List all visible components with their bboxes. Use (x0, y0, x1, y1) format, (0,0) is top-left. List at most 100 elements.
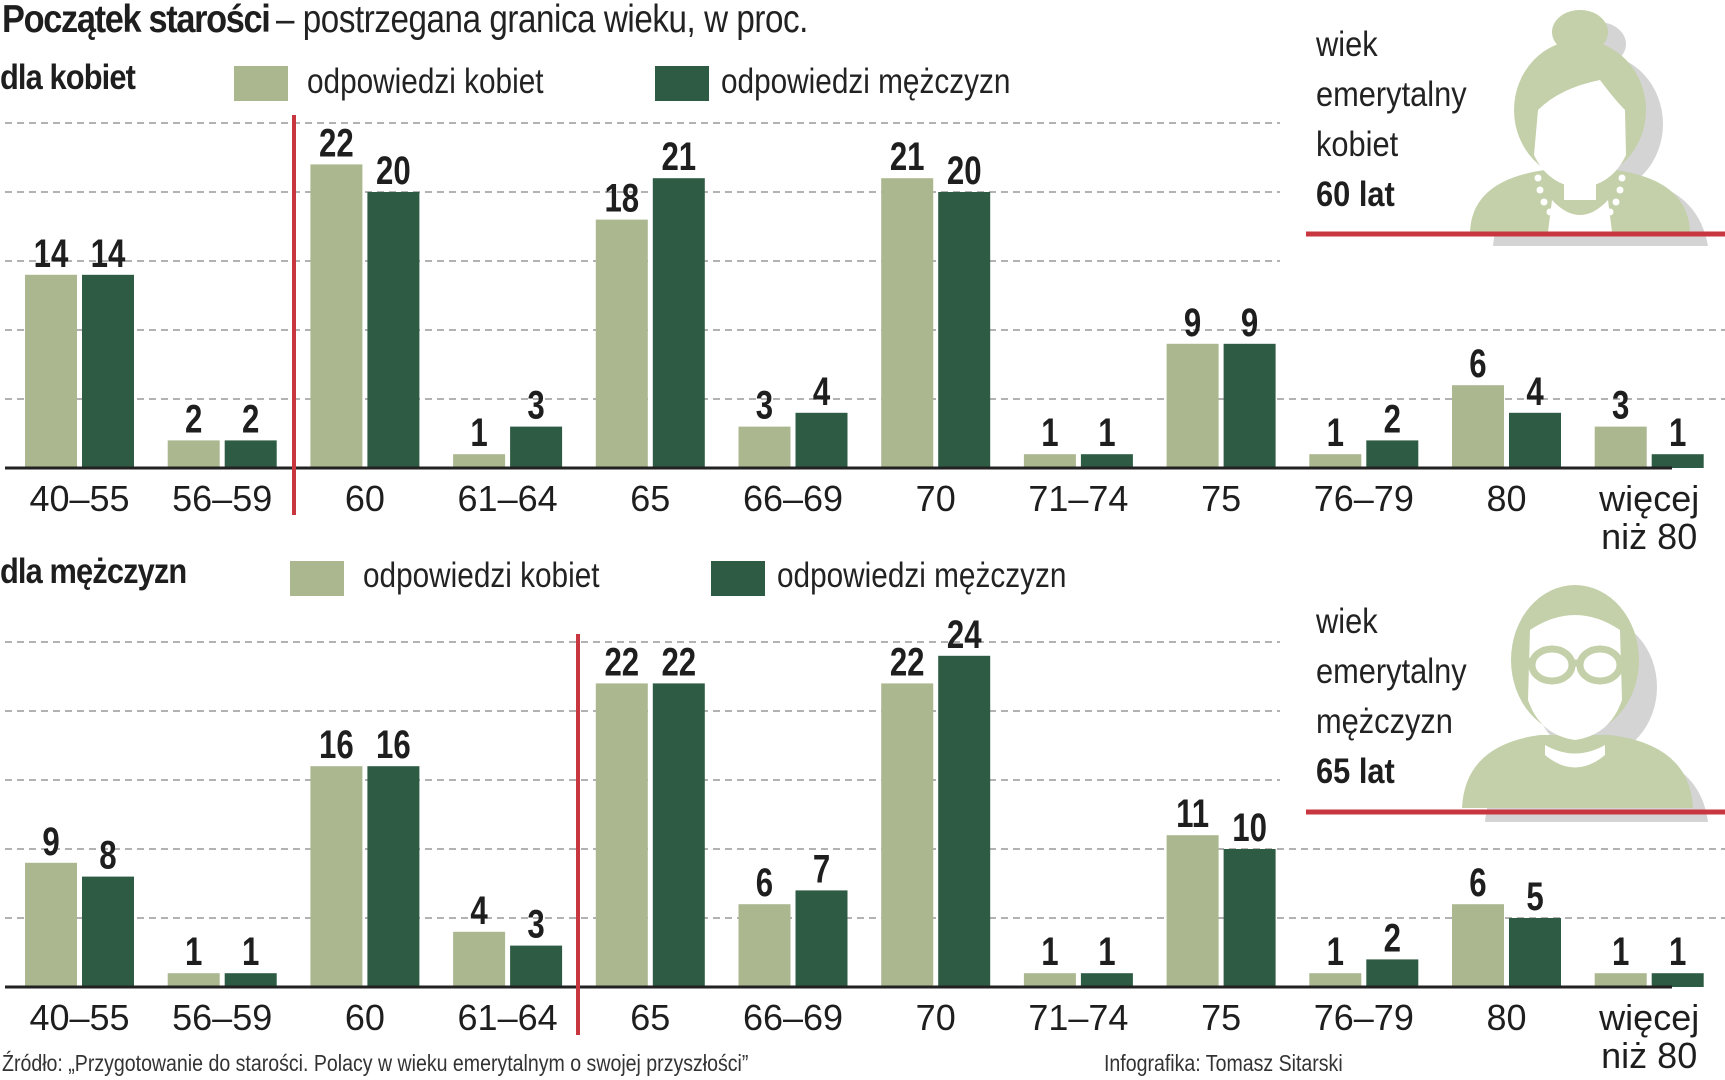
data-label: 2 (1384, 916, 1401, 961)
glasses (1519, 645, 1633, 685)
data-label: 20 (376, 148, 411, 193)
data-label: 2 (185, 397, 202, 442)
data-label: 1 (470, 411, 487, 456)
bar-women-answers (310, 766, 363, 987)
category-label: 70 (916, 478, 956, 519)
legend-label-men: odpowiedzi mężczyzn (721, 62, 1011, 101)
bar-women-answers (1452, 385, 1504, 468)
info-women-value: 60 lat (1316, 175, 1395, 214)
chart-1-title: dla kobiet (0, 58, 136, 97)
data-label: 14 (91, 231, 126, 276)
category-label: 60 (345, 997, 385, 1038)
data-label: 16 (376, 723, 411, 768)
category-label: 76–79 (1314, 478, 1414, 519)
bar-women-answers (1023, 973, 1076, 987)
legend-label-men-2: odpowiedzi mężczyzn (777, 556, 1067, 595)
data-label: 6 (1469, 861, 1486, 906)
data-label: 21 (661, 135, 696, 180)
legend-swatch-men (655, 66, 709, 101)
info-men-line2: emerytalny (1316, 652, 1467, 691)
bar-women-answers (1166, 835, 1219, 987)
info-women-line2: emerytalny (1316, 75, 1467, 114)
category-label: niż 80 (1601, 1035, 1697, 1076)
bar-women-answers (1166, 343, 1219, 468)
data-label: 22 (319, 121, 354, 166)
data-label: 1 (1327, 411, 1344, 456)
legend-swatch-women-2 (290, 561, 344, 596)
bar-men-answers (1651, 973, 1704, 987)
source-note: Źródło: „Przygotowanie do starości. Pola… (2, 1050, 749, 1076)
info-men-line3: mężczyzn (1316, 702, 1453, 741)
category-label: 71–74 (1028, 997, 1128, 1038)
info-box-men: wiek emerytalny mężczyzn 65 lat (1316, 597, 1467, 797)
legend-label-women-2: odpowiedzi kobiet (363, 556, 600, 595)
data-label: 3 (527, 383, 544, 428)
bar-men-answers (938, 655, 991, 987)
category-label: 75 (1201, 997, 1241, 1038)
info-men-value: 65 lat (1316, 752, 1395, 791)
data-label: 1 (1612, 930, 1629, 975)
bar-men-answers (652, 178, 705, 468)
data-label: 24 (947, 612, 982, 657)
category-label: 40–55 (29, 478, 129, 519)
data-label: 18 (604, 176, 639, 221)
category-label: niż 80 (1601, 516, 1697, 557)
data-label: 7 (813, 847, 830, 892)
bar-women-answers (1452, 904, 1504, 987)
data-label: 3 (756, 383, 773, 428)
category-label: 56–59 (172, 478, 272, 519)
data-label: 9 (42, 819, 59, 864)
bar-men-answers (510, 426, 563, 468)
infographic-title: Początek starości – postrzegana granica … (2, 0, 902, 42)
bar-men-answers (224, 973, 277, 987)
category-label: 80 (1486, 997, 1526, 1038)
data-label: 20 (947, 148, 982, 193)
data-label: 21 (890, 135, 925, 180)
bar-women-answers (881, 178, 934, 468)
necklace (1534, 174, 1626, 231)
bar-men-answers (1509, 412, 1561, 468)
bar-women-answers (738, 904, 791, 987)
data-label: 2 (242, 397, 259, 442)
data-label: 6 (1469, 342, 1486, 387)
category-label: 71–74 (1028, 478, 1128, 519)
bar-women-answers (1594, 426, 1647, 468)
data-label: 1 (1669, 930, 1686, 975)
data-label: 11 (1176, 792, 1209, 837)
category-label: 61–64 (458, 997, 558, 1038)
data-label: 1 (1669, 411, 1686, 456)
man-icon (1462, 585, 1708, 822)
data-label: 16 (319, 723, 354, 768)
title-subtitle: – postrzegana granica wieku, w proc. (276, 0, 808, 41)
category-label: 56–59 (172, 997, 272, 1038)
data-label: 1 (1327, 930, 1344, 975)
bar-men-answers (82, 876, 134, 987)
chart-2-title: dla mężczyzn (0, 552, 187, 591)
category-label: 75 (1201, 478, 1241, 519)
data-label: 14 (34, 231, 69, 276)
data-label: 9 (1241, 300, 1258, 345)
bar-men-answers (1651, 454, 1704, 468)
bar-women-answers (167, 973, 220, 987)
bar-women-answers (595, 683, 648, 987)
data-label: 3 (527, 902, 544, 947)
woman-icon (1470, 10, 1708, 246)
data-label: 1 (1041, 930, 1058, 975)
data-label: 1 (1098, 930, 1115, 975)
category-label: 61–64 (458, 478, 558, 519)
data-label: 10 (1232, 805, 1267, 850)
category-label: 66–69 (743, 478, 843, 519)
data-label: 1 (242, 930, 259, 975)
data-label: 22 (661, 640, 696, 685)
bar-women-answers (25, 862, 77, 987)
info-women-line3: kobiet (1316, 125, 1399, 164)
bar-women-answers (310, 164, 363, 468)
category-label: 80 (1486, 478, 1526, 519)
bar-women-answers (453, 931, 506, 987)
legend-swatch-women (234, 66, 288, 101)
category-label: 65 (630, 478, 670, 519)
data-label: 22 (890, 640, 925, 685)
category-label: 70 (916, 997, 956, 1038)
